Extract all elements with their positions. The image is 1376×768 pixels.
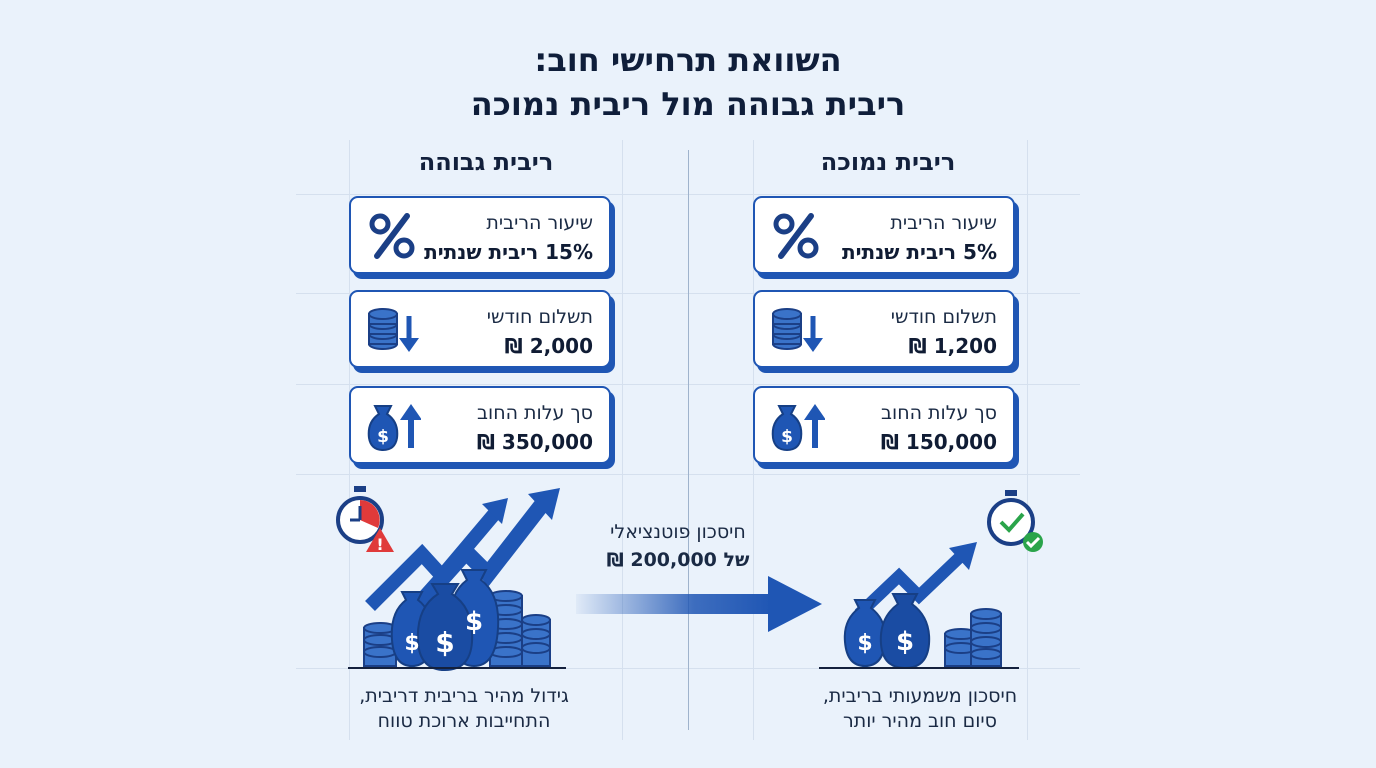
card-label: סך עלות החוב bbox=[881, 402, 997, 424]
high-interest-caption: גידול מהיר בריבית דריבית, התחייבות ארוכת… bbox=[314, 684, 614, 734]
svg-text:$: $ bbox=[404, 631, 419, 656]
card-value: 15% ריבית שנתית bbox=[424, 240, 593, 264]
caption-line-1: חיסכון משמעותי בריבית, bbox=[822, 685, 1018, 707]
caption-line-2: סיום חוב מהיר יותר bbox=[843, 710, 997, 732]
low-interest-header: ריבית נמוכה bbox=[820, 148, 956, 176]
low-growth-illustration: $ $ bbox=[819, 490, 1043, 670]
money-bag-up-icon: $ bbox=[769, 400, 826, 452]
title-line-2: ריבית גבוהה מול ריבית נמוכה bbox=[470, 85, 906, 123]
high-payment-card: תשלום חודשי 2,000 ₪ bbox=[349, 290, 611, 368]
svg-text:$: $ bbox=[781, 427, 793, 447]
high-interest-header: ריבית גבוהה bbox=[418, 148, 554, 176]
card-label: תשלום חודשי bbox=[890, 306, 997, 328]
low-total-card: $ סך עלות החוב 150,000 ₪ bbox=[753, 386, 1015, 464]
savings-label: חיסכון פוטנציאלי של 200,000 ₪ bbox=[578, 518, 778, 574]
svg-text:$: $ bbox=[377, 427, 389, 447]
stopwatch-check-icon bbox=[987, 490, 1043, 552]
high-growth-illustration: ! $ $ $ bbox=[336, 486, 566, 672]
card-value: 1,200 ₪ bbox=[908, 334, 997, 358]
savings-line-1: חיסכון פוטנציאלי bbox=[610, 521, 746, 543]
caption-line-2: התחייבות ארוכת טווח bbox=[377, 710, 551, 732]
savings-arrow-icon bbox=[576, 576, 822, 632]
low-rate-card: שיעור הריבית 5% ריבית שנתית bbox=[753, 196, 1015, 274]
card-value: 350,000 ₪ bbox=[476, 430, 593, 454]
percent-icon bbox=[769, 210, 825, 262]
stopwatch-warning-icon: ! bbox=[336, 486, 394, 554]
svg-text:$: $ bbox=[435, 626, 454, 659]
low-interest-caption: חיסכון משמעותי בריבית, סיום חוב מהיר יות… bbox=[770, 684, 1070, 734]
card-label: תשלום חודשי bbox=[486, 306, 593, 328]
card-label: סך עלות החוב bbox=[477, 402, 593, 424]
center-divider bbox=[688, 150, 689, 730]
card-label: שיעור הריבית bbox=[890, 212, 997, 234]
low-payment-card: תשלום חודשי 1,200 ₪ bbox=[753, 290, 1015, 368]
grid-line bbox=[1027, 140, 1028, 740]
grid-line bbox=[622, 140, 623, 740]
card-value: 5% ריבית שנתית bbox=[841, 240, 997, 264]
card-value: 2,000 ₪ bbox=[504, 334, 593, 358]
svg-text:!: ! bbox=[376, 535, 383, 554]
high-rate-card: שיעור הריבית 15% ריבית שנתית bbox=[349, 196, 611, 274]
percent-icon bbox=[365, 210, 421, 262]
svg-text:$: $ bbox=[465, 607, 483, 637]
card-value: 150,000 ₪ bbox=[880, 430, 997, 454]
high-total-card: $ סך עלות החוב 350,000 ₪ bbox=[349, 386, 611, 464]
svg-text:$: $ bbox=[857, 631, 872, 656]
svg-text:$: $ bbox=[896, 627, 914, 657]
coins-down-icon bbox=[769, 304, 825, 356]
caption-line-1: גידול מהיר בריבית דריבית, bbox=[359, 685, 569, 707]
page-title: השוואת תרחישי חוב: ריבית גבוהה מול ריבית… bbox=[0, 38, 1376, 126]
money-bag-up-icon: $ bbox=[365, 400, 422, 452]
card-label: שיעור הריבית bbox=[486, 212, 593, 234]
coins-down-icon bbox=[365, 304, 421, 356]
title-line-1: השוואת תרחישי חוב: bbox=[534, 41, 842, 79]
savings-line-2: של 200,000 ₪ bbox=[606, 549, 750, 571]
